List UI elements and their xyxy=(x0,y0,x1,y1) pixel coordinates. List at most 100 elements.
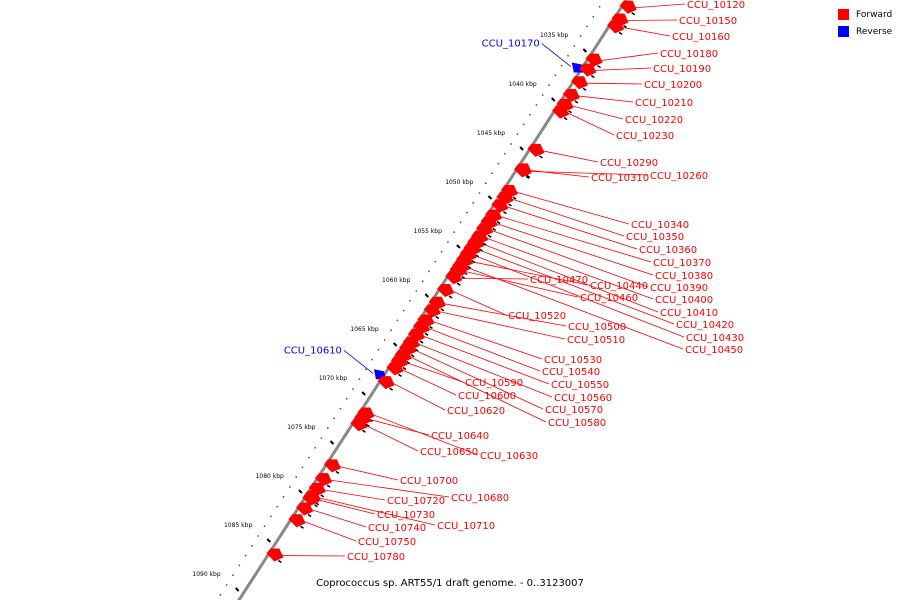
gene-arrow-forward xyxy=(296,502,314,516)
gene-label: CCU_10560 xyxy=(554,393,612,404)
gene-label: CCU_10390 xyxy=(650,283,708,294)
gene-label-line xyxy=(323,489,386,501)
gene-label: CCU_10640 xyxy=(431,431,489,442)
tick-label: 1055 kbp xyxy=(414,228,442,235)
gene-label-line xyxy=(495,222,654,276)
scale-dot xyxy=(244,554,247,557)
gene-tick xyxy=(563,116,568,121)
scale-dot xyxy=(554,74,557,77)
scale-dot xyxy=(270,515,272,518)
scale-dot xyxy=(326,427,329,430)
tick-label: 1070 kbp xyxy=(319,375,347,382)
gene-tick xyxy=(618,31,623,35)
gene-tick xyxy=(582,87,587,91)
gene-label-line xyxy=(338,465,399,481)
scale-dot xyxy=(352,388,354,390)
scale-dot xyxy=(421,280,424,283)
gene-label-line xyxy=(470,261,589,286)
scale-dot xyxy=(573,45,576,47)
gene-tick xyxy=(440,308,445,312)
gene-label-line xyxy=(467,267,684,350)
gene-tick xyxy=(277,559,282,564)
gene-tick xyxy=(448,295,453,299)
gene-tick xyxy=(398,373,402,377)
gene-label-line xyxy=(303,520,357,542)
gene-arrow-forward xyxy=(571,76,589,90)
scale-dot xyxy=(497,162,500,165)
gene-label: CCU_10600 xyxy=(458,391,516,402)
gene-label-line xyxy=(409,356,547,423)
gene-arrow-forward xyxy=(476,223,494,237)
gene-tick xyxy=(525,175,530,180)
scale-dot xyxy=(598,5,601,8)
scale-dot xyxy=(465,211,468,214)
gene-label-line xyxy=(310,509,367,528)
scale-dot xyxy=(428,270,430,273)
scale-dot xyxy=(288,486,291,488)
gene-label-line xyxy=(372,414,479,456)
gene-label-line xyxy=(515,191,630,225)
gene-arrow-forward xyxy=(390,355,408,369)
gene-label: CCU_10150 xyxy=(679,16,737,27)
scale-dot xyxy=(402,309,405,312)
gene-label-line xyxy=(451,290,507,316)
legend-reverse: Reverse xyxy=(838,25,900,38)
gene-arrow-forward xyxy=(527,143,545,157)
scale-dot xyxy=(522,123,525,126)
gene-tick xyxy=(512,196,517,200)
tick-label: 1060 kbp xyxy=(382,277,410,284)
gene-label: CCU_10710 xyxy=(437,521,495,532)
gene-label-line xyxy=(542,150,599,163)
tick-label: 1075 kbp xyxy=(287,424,315,431)
scale-dot xyxy=(383,339,386,341)
gene-arrow-forward xyxy=(607,20,625,34)
gene-label: CCU_10700 xyxy=(400,476,458,487)
scale-dot xyxy=(225,584,228,586)
gene-arrow-forward xyxy=(619,0,637,14)
gene-arrow-forward xyxy=(579,63,597,77)
gene-label: CCU_10750 xyxy=(358,537,416,548)
gene-arrow-forward xyxy=(323,459,341,473)
gene-arrow-forward xyxy=(423,304,441,318)
gene-label: CCU_10720 xyxy=(387,496,445,507)
tick-mark xyxy=(456,244,461,249)
gene-arrow-forward xyxy=(288,514,306,528)
scale-dot xyxy=(453,231,456,234)
scale-dot xyxy=(541,94,544,96)
scale-dot xyxy=(567,54,569,57)
gene-tick xyxy=(526,174,531,179)
gene-label: CCU_10610 xyxy=(284,345,342,356)
gene-label-line xyxy=(566,112,615,136)
gene-label-line xyxy=(577,95,634,103)
gene-arrow-forward xyxy=(585,53,603,67)
gene-tick xyxy=(456,282,461,286)
gene-arrow-forward xyxy=(514,163,532,177)
gene-label: CCU_10360 xyxy=(639,245,697,256)
gene-tick xyxy=(467,265,472,270)
scale-dot xyxy=(232,574,234,577)
scale-dot xyxy=(548,84,550,87)
gene-label: CCU_10430 xyxy=(686,333,744,344)
scale-dot xyxy=(371,358,373,361)
gene-tick xyxy=(424,332,429,336)
gene-label: CCU_10500 xyxy=(568,322,626,333)
gene-tick xyxy=(461,275,466,279)
gene-label: CCU_10780 xyxy=(347,552,405,563)
legend-reverse-label: Reverse xyxy=(856,26,893,37)
gene-arrow-forward xyxy=(417,314,435,328)
legend-forward-label: Forward xyxy=(856,9,893,20)
gene-label: CCU_10450 xyxy=(685,345,743,356)
gene-label-line xyxy=(571,105,624,120)
gene-arrow-forward xyxy=(377,376,395,390)
scale-dot xyxy=(484,182,487,185)
scale-dot xyxy=(301,466,304,469)
gene-arrow-forward xyxy=(413,321,431,335)
gene-label: CCU_10570 xyxy=(545,405,603,416)
gene-label-line xyxy=(622,26,671,37)
gene-label-line xyxy=(634,3,686,9)
gene-tick xyxy=(335,470,340,475)
gene-label-line xyxy=(506,206,638,250)
gene-arrow-forward xyxy=(407,329,425,343)
gene-arrow-forward xyxy=(552,105,570,119)
